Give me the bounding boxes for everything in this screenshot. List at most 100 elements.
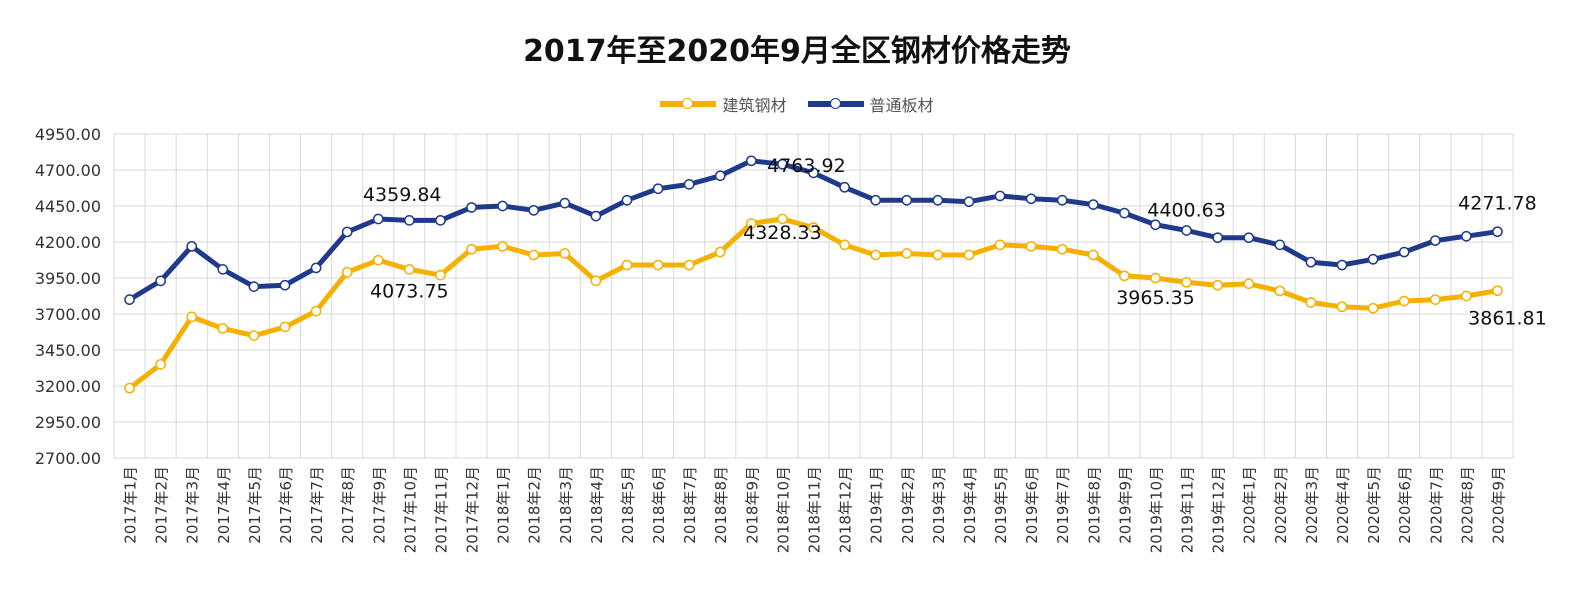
data-point-0 [590, 275, 602, 287]
data-point-0 [1492, 285, 1503, 297]
data-point-0 [466, 243, 477, 255]
data-point-1 [1025, 193, 1037, 205]
data-point-1 [1274, 239, 1286, 251]
data-label: 3965.35 [1116, 287, 1195, 309]
x-tick-label: 2020年1月 [1241, 466, 1259, 544]
x-tick-label: 2017年3月 [184, 466, 202, 544]
data-label: 4073.75 [370, 280, 449, 302]
x-tick-label: 2019年6月 [1023, 466, 1041, 544]
x-tick-label: 2020年5月 [1365, 466, 1383, 544]
x-tick-label: 2017年4月 [215, 466, 233, 544]
data-point-1 [870, 194, 882, 206]
x-tick-label: 2017年7月 [308, 466, 326, 544]
data-point-0 [808, 222, 819, 233]
data-point-1 [1119, 207, 1130, 219]
data-point-0 [963, 249, 975, 261]
data-point-0 [683, 259, 695, 271]
data-point-0 [124, 382, 135, 394]
x-tick-label: 2019年2月 [899, 466, 917, 544]
data-point-1 [1243, 232, 1255, 244]
data-point-0 [528, 249, 540, 261]
data-point-1 [466, 202, 477, 213]
y-tick-label: 3950.00 [35, 269, 101, 288]
data-point-0 [1367, 302, 1379, 314]
x-tick-label: 2020年2月 [1272, 466, 1290, 544]
data-point-1 [124, 294, 135, 305]
data-point-1 [1056, 194, 1068, 206]
data-point-0 [279, 321, 291, 333]
data-point-0 [994, 239, 1006, 251]
x-tick-label: 2017年5月 [246, 466, 264, 544]
data-point-1 [248, 281, 260, 292]
legend-label-building-steel: 建筑钢材 [722, 96, 787, 115]
data-point-0 [248, 330, 260, 341]
x-tick-label: 2017年12月 [464, 466, 482, 553]
data-point-0 [714, 246, 726, 258]
data-point-0 [1429, 294, 1441, 305]
legend-label-plate-steel: 普通板材 [869, 96, 934, 115]
plot-border [113, 133, 1514, 459]
data-label: 4763.92 [767, 155, 846, 177]
x-tick-label: 2019年12月 [1210, 466, 1228, 553]
data-point-0 [1150, 272, 1161, 284]
data-point-0 [559, 248, 571, 259]
data-point-0 [310, 305, 322, 317]
x-tick-label: 2020年7月 [1427, 466, 1445, 544]
data-point-1 [155, 275, 166, 287]
data-point-1 [372, 213, 384, 225]
data-point-1 [497, 200, 508, 212]
y-tick-label: 4450.00 [35, 197, 101, 216]
x-tick-label: 2020年6月 [1396, 466, 1414, 544]
x-tick-label: 2018年9月 [743, 466, 761, 544]
x-tick-label: 2019年10月 [1147, 466, 1165, 553]
data-point-1 [217, 264, 229, 275]
data-point-1 [1150, 219, 1161, 231]
data-point-1 [1212, 232, 1224, 244]
data-point-0 [372, 254, 384, 266]
x-tick-label: 2019年3月 [930, 466, 948, 544]
data-point-0 [341, 266, 353, 278]
data-point-0 [1398, 295, 1410, 307]
data-point-0 [1056, 243, 1068, 255]
x-tick-label: 2017年11月 [432, 466, 450, 553]
data-label: 4400.63 [1147, 199, 1226, 221]
data-point-0 [777, 213, 788, 225]
x-tick-label: 2019年11月 [1179, 466, 1197, 553]
x-tick-label: 2018年5月 [619, 466, 637, 544]
data-point-1 [186, 240, 198, 252]
data-point-1 [714, 170, 726, 182]
data-point-1 [310, 262, 322, 274]
y-tick-label: 4200.00 [35, 233, 101, 252]
chart-title: 2017年至2020年9月全区钢材价格走势 [523, 34, 1071, 69]
data-point-1 [1305, 256, 1317, 268]
x-tick-label: 2017年1月 [122, 466, 140, 544]
data-point-1 [528, 204, 540, 216]
data-point-1 [1181, 225, 1192, 236]
legend-swatch-plate-steel [807, 97, 864, 111]
data-point-1 [590, 210, 602, 222]
x-tick-label: 2020年8月 [1458, 466, 1476, 544]
data-point-0 [403, 264, 415, 275]
data-point-1 [1367, 253, 1379, 265]
data-point-0 [901, 248, 913, 259]
y-tick-label: 2950.00 [35, 413, 101, 432]
x-tick-label: 2018年2月 [526, 466, 544, 544]
data-point-0 [1087, 249, 1099, 261]
x-tick-label: 2019年8月 [1085, 466, 1103, 544]
data-point-0 [497, 240, 508, 252]
x-tick-label: 2017年8月 [339, 466, 357, 544]
data-point-0 [1025, 240, 1037, 252]
y-tick-label: 3700.00 [35, 305, 101, 324]
data-point-0 [621, 259, 633, 271]
data-point-0 [1274, 285, 1286, 297]
data-point-0 [1336, 301, 1348, 313]
x-tick-label: 2018年10月 [774, 466, 792, 553]
data-point-1 [621, 194, 633, 206]
y-tick-label: 4700.00 [35, 161, 101, 180]
legend-item-building-steel: 建筑钢材 [660, 92, 786, 116]
data-label: 4359.84 [363, 184, 442, 206]
data-point-0 [186, 311, 198, 323]
data-point-1 [1087, 199, 1099, 210]
